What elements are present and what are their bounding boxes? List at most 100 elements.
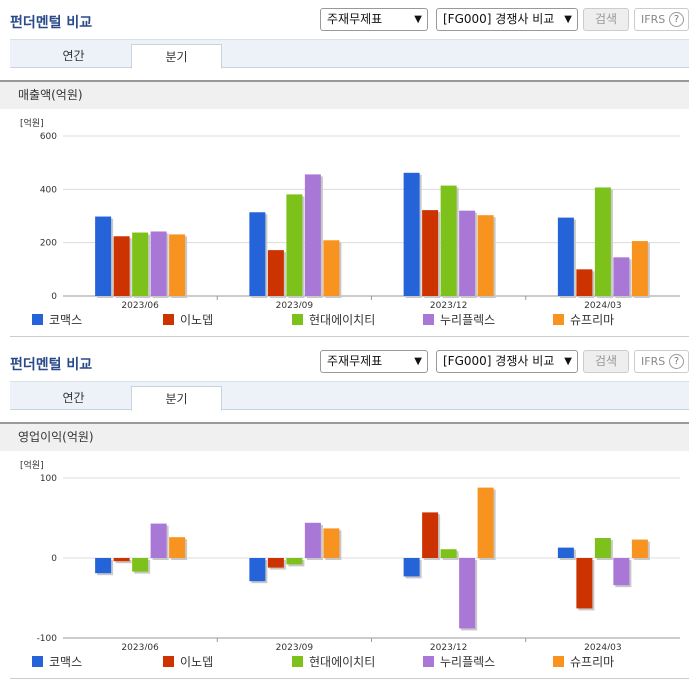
revenue-chart: [억원] 0 200 400 600 2023/06 2023/09 2023/12 2024/… bbox=[20, 117, 680, 308]
bar[interactable] bbox=[403, 172, 420, 296]
legend-item[interactable]: 코맥스 bbox=[32, 654, 82, 670]
bar[interactable] bbox=[477, 215, 494, 296]
bar[interactable] bbox=[323, 240, 340, 296]
bar[interactable] bbox=[422, 210, 439, 296]
y-tick-label: 0 bbox=[51, 292, 57, 302]
legend-label: 현대에이치티 bbox=[309, 655, 376, 669]
search-button[interactable]: 검색 bbox=[583, 8, 629, 31]
bar[interactable] bbox=[422, 512, 439, 558]
bar[interactable] bbox=[477, 487, 494, 558]
bar[interactable] bbox=[132, 558, 149, 572]
ifrs-help-button[interactable]: IFRS ? bbox=[634, 8, 689, 31]
tab-quarterly[interactable]: 분기 bbox=[131, 44, 222, 69]
panel-header: 펀더멘털 비교 주재무제표 ▼ [FG000] 경쟁사 비교 ▼ 검색 IFRS… bbox=[0, 342, 696, 380]
bar[interactable] bbox=[459, 210, 476, 296]
y-tick-label: 200 bbox=[40, 239, 57, 249]
bar[interactable] bbox=[557, 217, 574, 296]
chevron-down-icon: ▼ bbox=[564, 356, 572, 367]
legend-label: 이노뎁 bbox=[180, 655, 214, 669]
x-tick-label: 2023/12 bbox=[430, 301, 467, 308]
legend-swatch bbox=[32, 656, 43, 667]
bar[interactable] bbox=[249, 212, 266, 296]
compare-select[interactable]: [FG000] 경쟁사 비교 ▼ bbox=[436, 8, 578, 31]
bar[interactable] bbox=[267, 558, 284, 568]
legend-item[interactable]: 현대에이치티 bbox=[292, 312, 375, 328]
tab-annual[interactable]: 연간 bbox=[62, 49, 85, 63]
legend-item[interactable]: 누리플렉스 bbox=[423, 312, 495, 328]
compare-select[interactable]: [FG000] 경쟁사 비교 ▼ bbox=[436, 350, 578, 373]
bar[interactable] bbox=[132, 232, 149, 296]
y-tick-label: 600 bbox=[40, 132, 57, 142]
legend-swatch bbox=[292, 314, 303, 325]
legend-item[interactable]: 누리플렉스 bbox=[423, 654, 495, 670]
bar[interactable] bbox=[594, 538, 611, 558]
bar[interactable] bbox=[95, 216, 112, 296]
y-unit-label: [억원] bbox=[20, 117, 44, 129]
x-tick-label: 2023/09 bbox=[276, 301, 314, 308]
bar[interactable] bbox=[594, 187, 611, 296]
ifrs-label: IFRS bbox=[641, 355, 666, 368]
bar[interactable] bbox=[576, 269, 593, 296]
legend-label: 코맥스 bbox=[49, 655, 83, 669]
tab-annual[interactable]: 연간 bbox=[62, 391, 85, 405]
chart-title: 영업이익(억원) bbox=[0, 422, 689, 451]
ifrs-help-button[interactable]: IFRS ? bbox=[634, 350, 689, 373]
bar[interactable] bbox=[169, 234, 186, 296]
legend-swatch bbox=[553, 656, 564, 667]
bar[interactable] bbox=[249, 558, 266, 582]
period-tabs: 연간 분기 bbox=[10, 381, 689, 411]
legend-item[interactable]: 이노뎁 bbox=[163, 312, 213, 328]
y-tick-label: 400 bbox=[40, 185, 57, 195]
bar[interactable] bbox=[267, 250, 284, 296]
bar[interactable] bbox=[169, 537, 186, 558]
x-tick-label: 2024/03 bbox=[584, 643, 621, 650]
bar[interactable] bbox=[576, 558, 593, 609]
bar[interactable] bbox=[557, 547, 574, 558]
statement-select[interactable]: 주재무제표 ▼ bbox=[320, 8, 428, 31]
bar[interactable] bbox=[150, 231, 167, 296]
legend-swatch bbox=[292, 656, 303, 667]
divider bbox=[10, 336, 689, 337]
revenue-panel: 펀더멘털 비교 주재무제표 ▼ [FG000] 경쟁사 비교 ▼ 검색 IFRS… bbox=[0, 8, 689, 337]
legend-label: 슈프리마 bbox=[570, 313, 615, 327]
bar[interactable] bbox=[440, 185, 457, 296]
legend-item[interactable]: 현대에이치티 bbox=[292, 654, 375, 670]
bar[interactable] bbox=[150, 523, 167, 558]
page-title: 펀더멘털 비교 bbox=[10, 357, 93, 373]
bar[interactable] bbox=[304, 522, 321, 558]
x-tick-label: 2023/09 bbox=[276, 643, 314, 650]
bar[interactable] bbox=[613, 558, 630, 586]
tab-quarterly[interactable]: 분기 bbox=[131, 386, 222, 411]
legend-item[interactable]: 슈프리마 bbox=[553, 654, 614, 670]
bar[interactable] bbox=[286, 194, 303, 296]
statement-select-value: 주재무제표 bbox=[327, 12, 383, 26]
divider bbox=[10, 678, 689, 679]
bar[interactable] bbox=[403, 558, 420, 577]
bar[interactable] bbox=[631, 241, 648, 296]
y-tick-label: -100 bbox=[37, 634, 58, 644]
search-button[interactable]: 검색 bbox=[583, 350, 629, 373]
bar[interactable] bbox=[631, 539, 648, 558]
legend-item[interactable]: 이노뎁 bbox=[163, 654, 213, 670]
bar[interactable] bbox=[286, 558, 303, 565]
legend-swatch bbox=[32, 314, 43, 325]
bar[interactable] bbox=[113, 558, 130, 562]
ifrs-label: IFRS bbox=[641, 13, 666, 26]
bar[interactable] bbox=[304, 174, 321, 296]
legend-label: 슈프리마 bbox=[570, 655, 615, 669]
bar[interactable] bbox=[440, 549, 457, 558]
compare-select-value: [FG000] 경쟁사 비교 bbox=[443, 354, 555, 368]
legend-item[interactable]: 슈프리마 bbox=[553, 312, 614, 328]
bar[interactable] bbox=[613, 257, 630, 296]
help-icon: ? bbox=[669, 12, 684, 27]
help-icon: ? bbox=[669, 354, 684, 369]
legend-label: 코맥스 bbox=[49, 313, 83, 327]
operating-profit-panel: 펀더멘털 비교 주재무제표 ▼ [FG000] 경쟁사 비교 ▼ 검색 IFRS… bbox=[0, 342, 696, 684]
bar[interactable] bbox=[459, 558, 476, 629]
legend-item[interactable]: 코맥스 bbox=[32, 312, 82, 328]
legend-label: 누리플렉스 bbox=[440, 313, 496, 327]
bar[interactable] bbox=[95, 558, 112, 574]
statement-select[interactable]: 주재무제표 ▼ bbox=[320, 350, 428, 373]
bar[interactable] bbox=[113, 236, 130, 296]
bar[interactable] bbox=[323, 528, 340, 558]
